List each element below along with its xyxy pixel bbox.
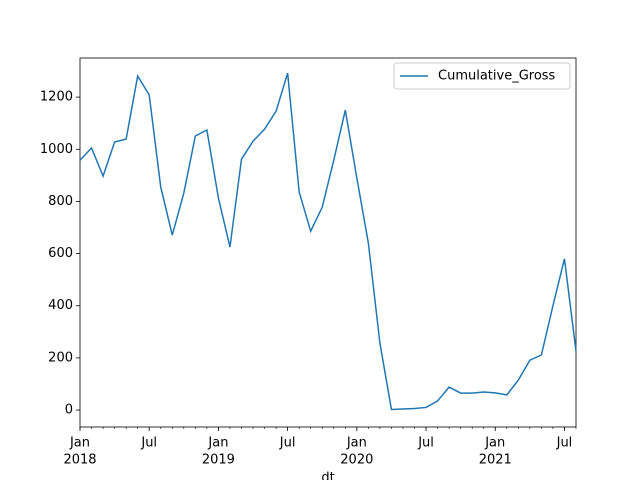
legend-label: Cumulative_Gross xyxy=(438,69,556,84)
series-line xyxy=(79,72,577,411)
y-tick-label: 1000 xyxy=(40,142,73,157)
y-tick-label: 800 xyxy=(48,194,73,209)
x-tick-label: Jul xyxy=(279,436,296,451)
y-tick-label: 400 xyxy=(48,298,73,313)
x-tick-label: Jan xyxy=(484,436,505,451)
y-tick-label: 200 xyxy=(48,350,73,365)
y-tick-label: 1200 xyxy=(40,90,73,105)
y-tick-label: 600 xyxy=(48,246,73,261)
x-tick-label: Jul xyxy=(417,436,434,451)
x-axis-label: dt xyxy=(321,471,334,480)
y-tick-label: 0 xyxy=(65,403,73,418)
x-tick-label: Jan xyxy=(69,436,90,451)
x-tick-label: Jul xyxy=(556,436,573,451)
x-tick-label: Jan xyxy=(346,436,367,451)
x-tick-year: 2021 xyxy=(479,453,512,468)
plot-frame xyxy=(79,57,577,428)
x-tick-year: 2018 xyxy=(63,453,96,468)
x-tick-year: 2020 xyxy=(340,453,373,468)
x-tick-label: Jan xyxy=(207,436,228,451)
legend-box xyxy=(393,62,571,90)
x-tick-year: 2019 xyxy=(202,453,235,468)
x-tick-label: Jul xyxy=(140,436,157,451)
